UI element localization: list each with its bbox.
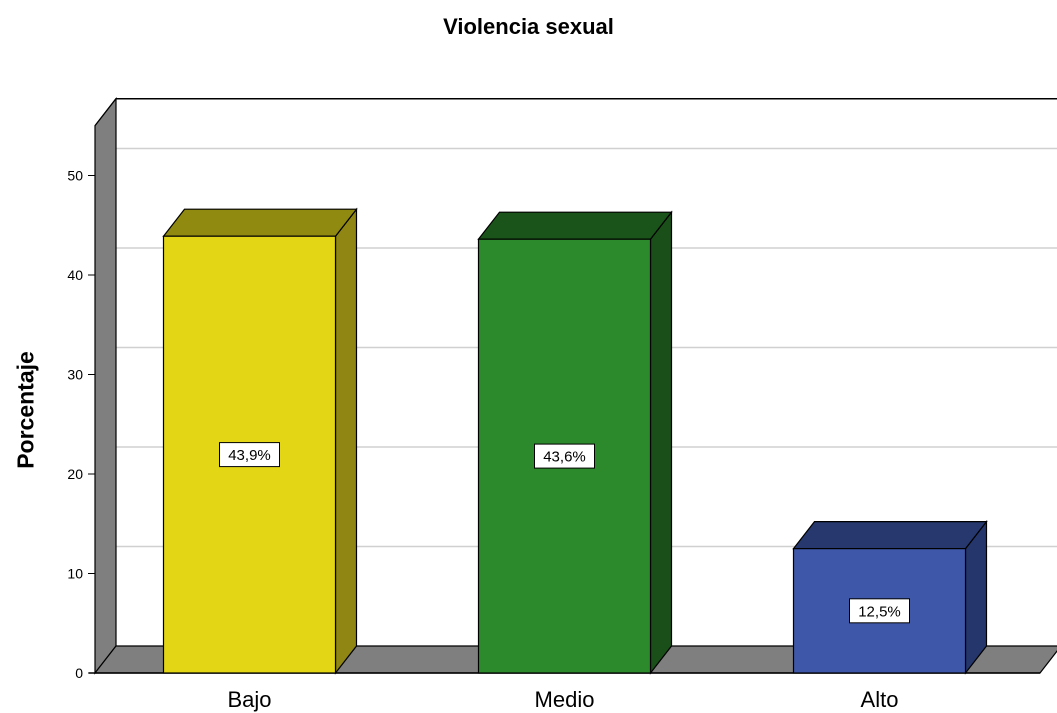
data-label-box-alto: [849, 598, 910, 624]
data-label-medio: 43,6%: [543, 449, 586, 466]
bar-side-medio: [649, 210, 673, 675]
data-label-box-medio: [534, 443, 595, 469]
bar-top-medio: [477, 211, 673, 240]
y-tick-label-40: 40: [67, 267, 83, 283]
chart-title: Violencia sexual: [443, 14, 614, 39]
bar-top-bajo: [162, 208, 358, 237]
x-tick-label-bajo: Bajo: [227, 687, 271, 712]
data-label-alto: 12,5%: [858, 603, 901, 620]
left-side-wall: [94, 97, 117, 675]
data-label-bajo: 43,9%: [228, 447, 271, 464]
x-tick-label-alto: Alto: [861, 687, 899, 712]
y-tick-label-50: 50: [67, 168, 83, 184]
y-tick-label-30: 30: [67, 367, 83, 383]
y-tick-label-20: 20: [67, 466, 83, 482]
y-tick-label-0: 0: [75, 665, 83, 681]
x-tick-label-medio: Medio: [535, 687, 595, 712]
y-tick-label-10: 10: [67, 566, 83, 582]
bar-top-alto: [792, 521, 988, 550]
bar-side-bajo: [334, 207, 358, 675]
data-label-box-bajo: [219, 442, 280, 468]
